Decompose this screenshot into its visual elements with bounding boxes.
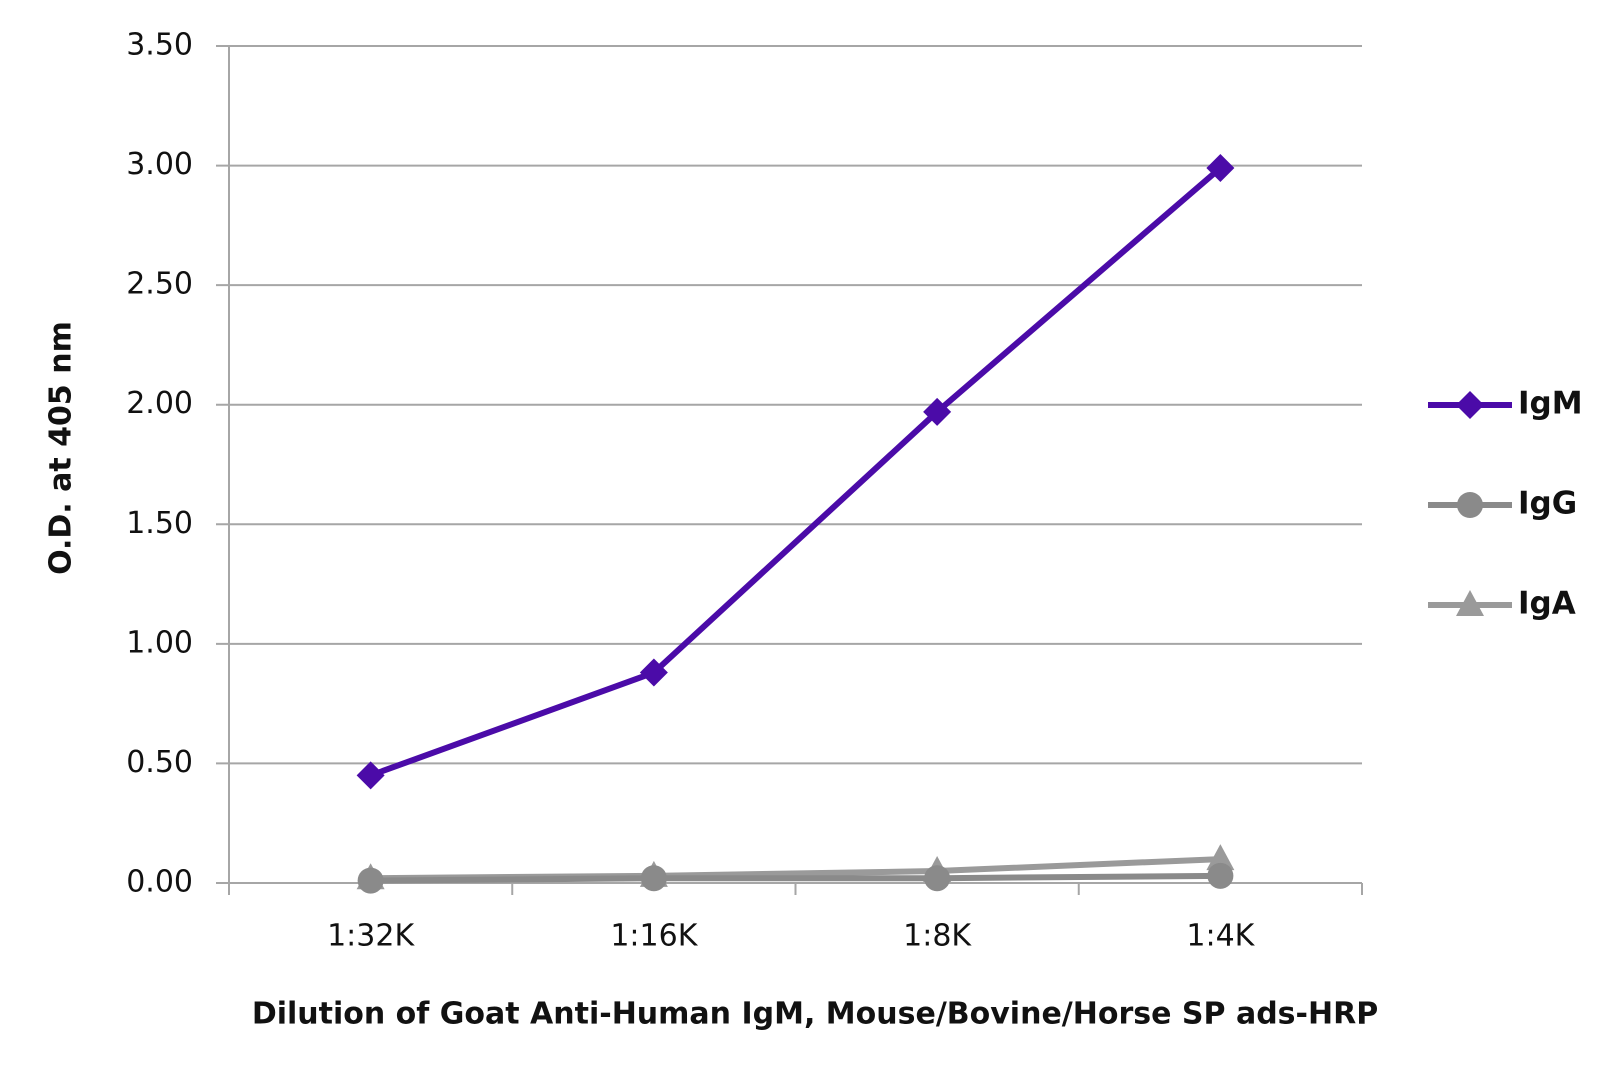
- y-tick-label: 2.00: [126, 386, 193, 421]
- marker: [1206, 153, 1235, 182]
- series-line: [370, 872, 1221, 884]
- y-tick-label: 0.50: [126, 745, 193, 780]
- y-axis-title: O.D. at 405 nm: [44, 321, 79, 575]
- marker: [640, 865, 667, 892]
- y-tick-label: 1.50: [126, 506, 193, 541]
- marker: [639, 658, 668, 687]
- legend-marker: [1456, 391, 1484, 419]
- y-tick-label: 0.00: [126, 865, 193, 900]
- legend-marker: [1457, 492, 1483, 518]
- y-tick-label: 2.50: [126, 267, 193, 302]
- marker: [357, 867, 384, 894]
- x-axis-title: Dilution of Goat Anti-Human IgM, Mouse/B…: [252, 997, 1378, 1032]
- marker: [1206, 844, 1235, 871]
- y-tick-label: 3.00: [126, 147, 193, 182]
- y-tick-label: 3.50: [126, 28, 193, 63]
- x-tick-label: 1:4K: [1186, 919, 1255, 954]
- y-tick-label: 1.00: [126, 625, 193, 660]
- marker: [356, 761, 385, 790]
- x-tick-label: 1:32K: [327, 919, 415, 954]
- marker: [1207, 862, 1234, 889]
- x-tick-label: 1:16K: [610, 919, 698, 954]
- marker: [924, 865, 951, 892]
- series-line: [369, 165, 1223, 779]
- legend-label: IgA: [1518, 586, 1576, 622]
- legend-label: IgM: [1518, 386, 1583, 422]
- marker: [923, 397, 952, 426]
- x-tick-label: 1:8K: [903, 919, 972, 954]
- legend-label: IgG: [1518, 486, 1577, 522]
- legend-marker: [1456, 590, 1484, 616]
